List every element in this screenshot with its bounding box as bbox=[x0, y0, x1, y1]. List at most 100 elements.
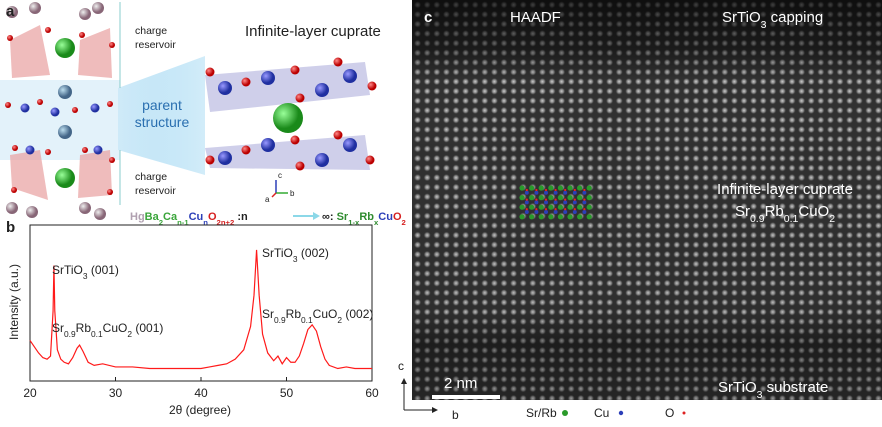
atom-marker bbox=[564, 189, 566, 191]
text-segment: Ba bbox=[145, 211, 160, 223]
atom-marker bbox=[529, 185, 534, 190]
legend-label: O bbox=[665, 406, 674, 420]
atom-marker bbox=[583, 208, 585, 210]
atom-marker bbox=[558, 185, 563, 190]
text-segment: 0.1 bbox=[301, 315, 313, 325]
y-axis-label: Intensity (a.u.) bbox=[7, 264, 21, 340]
atom-marker bbox=[519, 195, 524, 200]
atom-marker bbox=[587, 185, 592, 190]
atom-marker bbox=[519, 185, 524, 190]
atom-marker bbox=[573, 191, 577, 195]
text-segment: 0.9 bbox=[750, 213, 765, 225]
atom-marker bbox=[573, 200, 577, 204]
text-segment: Sr bbox=[262, 307, 274, 321]
atom-marker bbox=[567, 205, 572, 210]
text-segment: Ca bbox=[163, 211, 178, 223]
text-segment: 2 bbox=[402, 218, 406, 227]
axis-label: c bbox=[398, 359, 404, 373]
atom-marker bbox=[539, 195, 544, 200]
text-segment: 0.1 bbox=[91, 329, 103, 339]
atom-marker bbox=[582, 200, 586, 204]
atom-marker bbox=[587, 205, 592, 210]
reservoir-label: charge bbox=[135, 171, 167, 183]
peak-annotation: Sr0.9Rb0.1CuO2 (001) bbox=[52, 321, 163, 339]
atom-marker bbox=[545, 189, 547, 191]
atom-marker bbox=[525, 200, 529, 204]
text-segment: Rb bbox=[286, 307, 302, 321]
axis-label: b bbox=[290, 189, 295, 198]
diagram-title: Infinite-layer cuprate bbox=[245, 23, 381, 40]
x-tick-label: 60 bbox=[365, 386, 379, 400]
atom-marker bbox=[539, 205, 544, 210]
atom-marker bbox=[529, 195, 534, 200]
axis-label: b bbox=[452, 408, 459, 422]
atom-marker bbox=[582, 210, 586, 214]
legend-label: Sr/Rb bbox=[526, 406, 557, 420]
atom-marker bbox=[573, 210, 577, 214]
atom-marker bbox=[545, 199, 547, 201]
atom-marker bbox=[539, 185, 544, 190]
atom-marker bbox=[574, 189, 576, 191]
haadf-image bbox=[412, 0, 882, 400]
text-segment: SrTiO bbox=[262, 246, 293, 260]
atom-marker bbox=[563, 210, 567, 214]
atom-marker bbox=[548, 205, 553, 210]
x-tick-label: 30 bbox=[109, 386, 123, 400]
atom-marker bbox=[567, 195, 572, 200]
atom-marker bbox=[548, 195, 553, 200]
atom-marker bbox=[582, 191, 586, 195]
peak-annotation: SrTiO3 (001) bbox=[52, 263, 119, 281]
xrd-chart: 2030405060SrTiO3 (001)Sr0.9Rb0.1CuO2 (00… bbox=[23, 225, 379, 400]
text-segment: Sr bbox=[337, 211, 349, 223]
atom-marker bbox=[534, 210, 538, 214]
atom-marker bbox=[544, 210, 548, 214]
atom-marker bbox=[526, 189, 528, 191]
text-segment: (001) bbox=[132, 321, 163, 335]
atom-marker bbox=[544, 200, 548, 204]
atom-marker bbox=[564, 199, 566, 201]
atom-marker bbox=[574, 208, 576, 210]
x-tick-label: 20 bbox=[23, 386, 37, 400]
atom-marker bbox=[554, 200, 558, 204]
text-segment: SrTiO bbox=[52, 263, 83, 277]
atom-marker bbox=[539, 214, 544, 219]
text-segment: CuO bbox=[798, 203, 829, 220]
panel-label: b bbox=[6, 219, 15, 236]
atom-marker bbox=[519, 205, 524, 210]
atom-marker bbox=[577, 205, 582, 210]
parent-label: parent bbox=[142, 97, 182, 113]
atom-marker bbox=[577, 214, 582, 219]
axis-label: a bbox=[265, 195, 270, 204]
atom-marker bbox=[567, 185, 572, 190]
text-segment: (001) bbox=[88, 263, 119, 277]
reservoir-label: charge bbox=[135, 25, 167, 37]
atom-marker bbox=[587, 195, 592, 200]
formula: HgBa2Can-1CunO2n+2 :n bbox=[130, 211, 248, 227]
atom-marker bbox=[526, 199, 528, 201]
text-segment: 0.9 bbox=[274, 315, 286, 325]
text-segment: ∞: bbox=[322, 211, 337, 223]
formula: ∞: Sr1-xRbxCuO2 bbox=[322, 211, 406, 227]
atom-marker bbox=[535, 208, 537, 210]
text-segment: Sr bbox=[735, 203, 750, 220]
atom-marker bbox=[567, 214, 572, 219]
atom-marker bbox=[545, 208, 547, 210]
figure: a Infinite-layer cuprate charge reservoi… bbox=[0, 0, 882, 427]
text-segment: Cu bbox=[378, 211, 393, 223]
atom-marker bbox=[544, 191, 548, 195]
atom-marker bbox=[558, 205, 563, 210]
atom-marker bbox=[535, 199, 537, 201]
atom-marker bbox=[526, 208, 528, 210]
axis-label: c bbox=[278, 171, 282, 180]
text-segment: Sr bbox=[52, 321, 64, 335]
atom-marker bbox=[587, 214, 592, 219]
atom-marker bbox=[529, 205, 534, 210]
text-segment: 0.1 bbox=[784, 213, 799, 225]
atom-marker bbox=[534, 200, 538, 204]
atom-marker bbox=[577, 195, 582, 200]
atom-marker bbox=[558, 214, 563, 219]
text-segment: CuO bbox=[313, 307, 338, 321]
text-segment: 2 bbox=[829, 213, 835, 225]
reservoir-label: reservoir bbox=[135, 39, 176, 51]
text-segment: SrTiO bbox=[722, 9, 761, 26]
